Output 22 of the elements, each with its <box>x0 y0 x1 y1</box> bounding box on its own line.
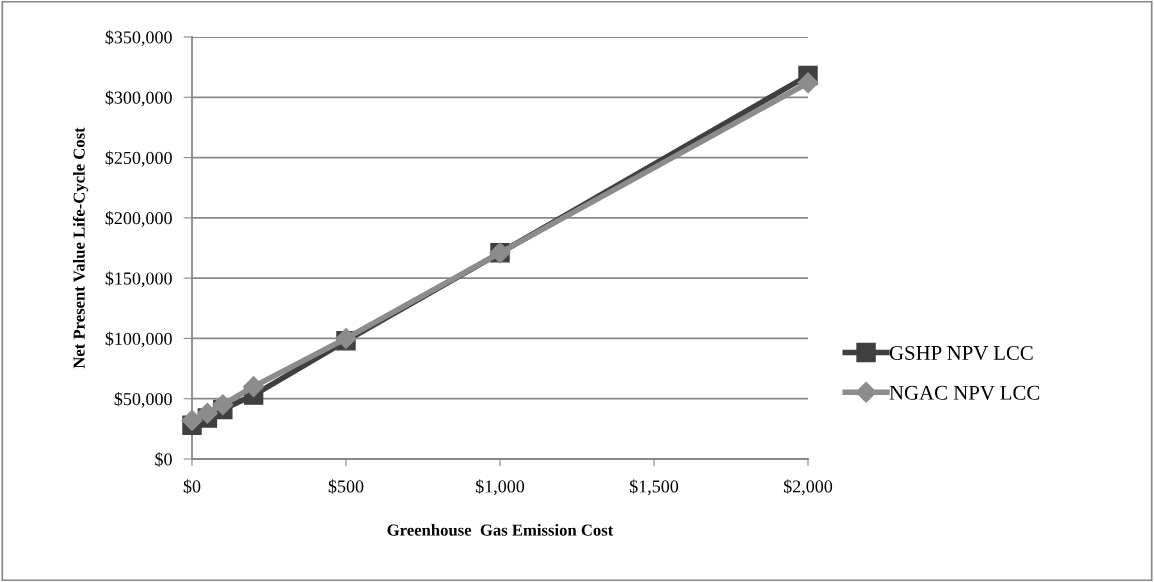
x-tick-label: $0 <box>183 479 201 494</box>
y-axis-title: Net Present Value Life-Cycle Cost <box>72 127 89 369</box>
x-tick-label: $2,000 <box>783 479 833 496</box>
point <box>196 402 218 424</box>
x-tick-label: $1,500 <box>629 479 679 496</box>
x-axis-title: Greenhouse Gas Emission Cost <box>387 523 614 536</box>
point <box>181 409 203 431</box>
x-tick-label: $1,000 <box>475 479 525 496</box>
y-tick-label: $100,000 <box>105 331 172 348</box>
y-tick-label: $200,000 <box>105 211 172 227</box>
y-tick-label: $50,000 <box>114 391 172 408</box>
y-tick-label: $150,000 <box>105 271 172 288</box>
legend-label: GSHP NPV LCC <box>889 345 1033 361</box>
legend-label: NGAC NPV LCC <box>889 385 1040 400</box>
y-tick-label: $300,000 <box>105 90 172 107</box>
point <box>797 72 819 94</box>
y-tick-label: $0 <box>155 452 172 467</box>
point <box>212 394 234 416</box>
point <box>243 376 265 398</box>
y-tick-label: $350,000 <box>105 30 172 47</box>
y-tick-label: $250,000 <box>105 150 172 167</box>
x-tick-label: $500 <box>328 479 364 494</box>
